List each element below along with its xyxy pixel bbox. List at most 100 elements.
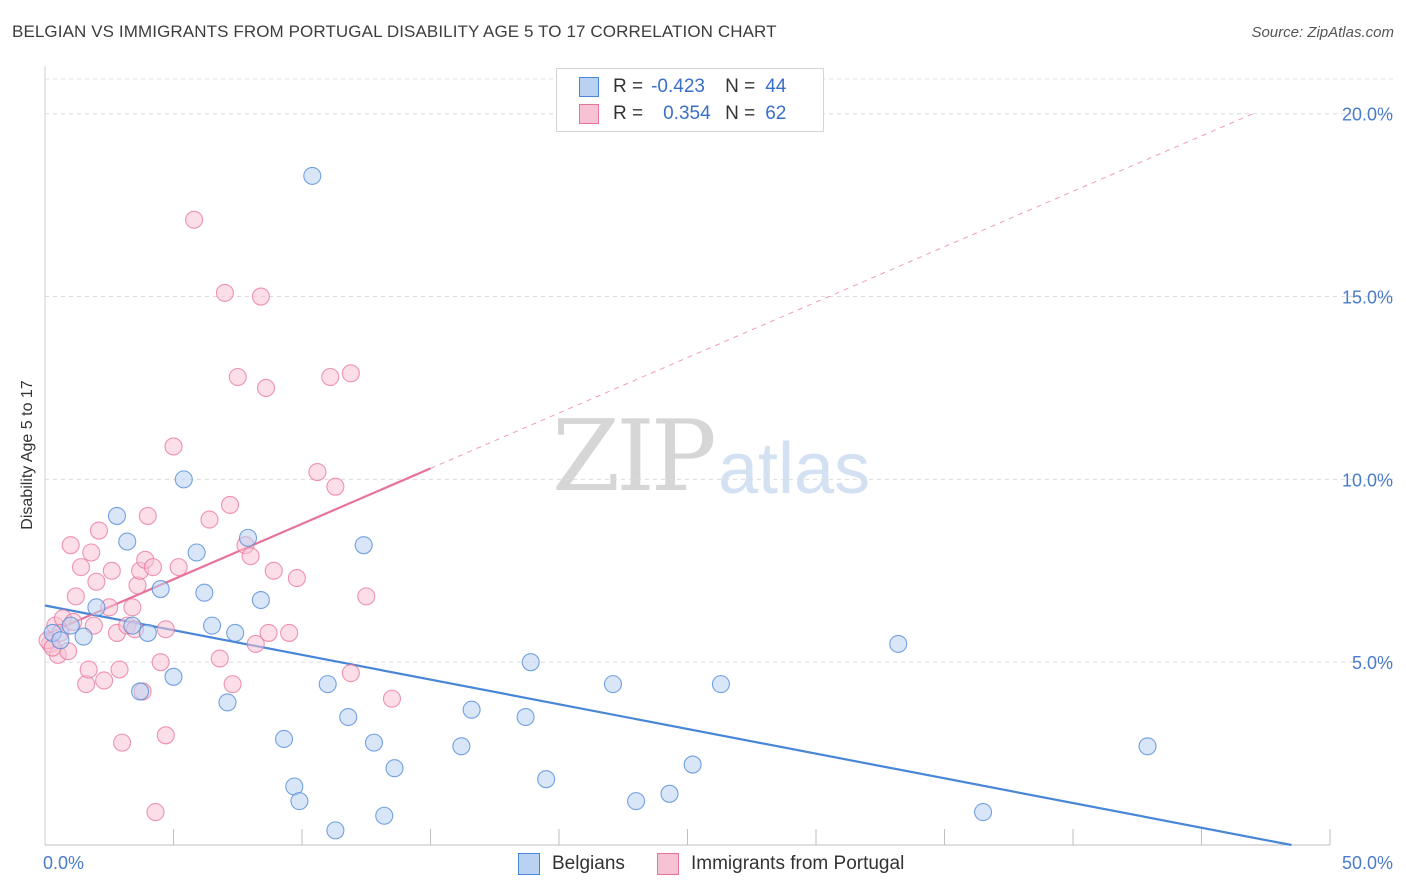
- belgians-point: [521, 653, 540, 672]
- portugal-point: [228, 367, 247, 387]
- chart-title: BELGIAN VS IMMIGRANTS FROM PORTUGAL DISA…: [12, 22, 777, 41]
- belgians-point: [74, 627, 93, 646]
- portugal-point: [308, 463, 327, 482]
- portugal-point: [123, 598, 142, 617]
- belgians-point: [151, 580, 170, 599]
- y-tick-label: 20.0%: [1342, 105, 1393, 125]
- portugal-point: [256, 378, 276, 398]
- belgians-point: [889, 634, 908, 653]
- portugal-point: [61, 536, 80, 555]
- belgians-point: [61, 616, 80, 635]
- portugal-point: [66, 587, 85, 606]
- belgians-point: [375, 806, 394, 825]
- belgians-legend-label: Belgians: [552, 853, 625, 874]
- portugal-point: [210, 649, 229, 668]
- belgians-legend-swatch: [518, 853, 540, 875]
- portugal-point: [215, 283, 234, 302]
- grid-lines: [45, 78, 1395, 663]
- portugal-r-value: 0.354: [663, 103, 711, 124]
- watermark-atlas: atlas: [718, 429, 871, 509]
- bottom-legend-belgians: Belgians: [518, 852, 625, 876]
- belgians-point: [51, 631, 70, 650]
- portugal-n-value: 62: [765, 103, 787, 124]
- portugal-point: [169, 558, 188, 577]
- r-label: R =: [613, 103, 644, 124]
- belgians-point: [339, 707, 358, 727]
- belgians-point: [627, 792, 646, 811]
- belgians-point: [303, 166, 322, 185]
- belgians-point: [274, 729, 294, 749]
- portugal-point: [200, 510, 219, 529]
- portugal-point: [156, 620, 175, 639]
- belgians-point: [318, 675, 337, 694]
- belgians-n-value: 44: [765, 76, 787, 97]
- portugal-point: [143, 558, 162, 577]
- data-points: [38, 166, 1157, 840]
- axes: [44, 66, 1331, 846]
- belgians-point: [87, 598, 106, 617]
- belgians-point: [537, 770, 556, 789]
- portugal-swatch: [579, 104, 599, 124]
- portugal-point: [341, 664, 360, 683]
- portugal-point: [321, 367, 340, 387]
- portugal-point: [79, 660, 98, 679]
- portugal-point: [110, 660, 129, 679]
- belgians-point: [290, 792, 309, 811]
- portugal-point: [246, 634, 265, 653]
- portugal-legend-swatch: [657, 853, 679, 875]
- portugal-point: [259, 623, 278, 642]
- portugal-point: [151, 653, 170, 672]
- belgians-point: [203, 616, 222, 635]
- belgians-point: [462, 700, 481, 719]
- portugal-point: [185, 210, 204, 229]
- portugal-point: [89, 521, 109, 540]
- legend-row-portugal: R = 0.354 N = 62: [579, 101, 786, 127]
- n-label: N =: [725, 103, 756, 124]
- belgians-point: [516, 707, 535, 727]
- portugal-point: [326, 477, 345, 496]
- belgians-point: [138, 623, 157, 642]
- y-tick-label: 10.0%: [1342, 470, 1393, 490]
- source-label: Source: ZipAtlas.com: [1251, 24, 1394, 41]
- belgians-point: [660, 784, 679, 803]
- portugal-point: [95, 671, 114, 690]
- belgians-point: [251, 590, 270, 610]
- x-tick-label-min: 0.0%: [43, 853, 84, 873]
- belgians-point: [364, 733, 384, 752]
- portugal-point: [87, 572, 106, 591]
- belgians-point: [683, 755, 702, 774]
- portugal-point: [113, 733, 132, 752]
- trend-line-dashed: [430, 113, 1254, 469]
- belgians-point: [973, 803, 993, 822]
- belgians-point: [385, 759, 404, 778]
- portugal-point: [156, 726, 175, 745]
- belgians-point: [187, 543, 206, 562]
- belgians-point: [131, 682, 150, 701]
- belgians-point: [164, 667, 183, 686]
- belgians-point: [326, 821, 345, 840]
- portugal-point: [102, 561, 121, 580]
- portugal-point: [287, 569, 306, 588]
- belgians-point: [603, 675, 623, 694]
- watermark-zip: ZIP: [552, 400, 717, 514]
- n-label: N =: [725, 76, 756, 97]
- portugal-legend-label: Immigrants from Portugal: [691, 853, 905, 874]
- portugal-point: [223, 675, 242, 694]
- portugal-point: [220, 495, 240, 515]
- portugal-point: [251, 287, 270, 306]
- legend-row-belgians: R = -0.423 N = 44: [579, 74, 786, 100]
- portugal-point: [82, 543, 101, 562]
- portugal-point: [382, 689, 402, 708]
- correlation-legend: R = -0.423 N = 44 R = 0.354 N = 62: [556, 68, 824, 132]
- portugal-point: [241, 547, 260, 566]
- trend-line: [44, 604, 1292, 847]
- portugal-point: [71, 558, 91, 577]
- belgians-point: [354, 536, 373, 555]
- belgians-point: [1138, 737, 1157, 756]
- portugal-point: [264, 561, 283, 580]
- belgians-point: [452, 737, 471, 756]
- portugal-point: [138, 506, 157, 525]
- belgians-point: [174, 470, 193, 489]
- y-tick-label: 15.0%: [1342, 288, 1393, 308]
- portugal-point: [146, 803, 165, 822]
